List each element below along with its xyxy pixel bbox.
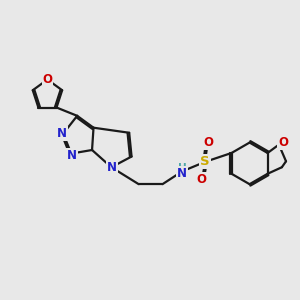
Text: H: H (178, 163, 187, 173)
Text: S: S (200, 155, 210, 168)
Text: O: O (43, 73, 52, 86)
Text: O: O (196, 173, 206, 186)
Text: O: O (278, 136, 288, 149)
Text: N: N (177, 167, 187, 180)
Text: N: N (67, 149, 77, 162)
Text: N: N (107, 161, 117, 174)
Text: O: O (204, 136, 214, 149)
Text: N: N (57, 127, 67, 140)
